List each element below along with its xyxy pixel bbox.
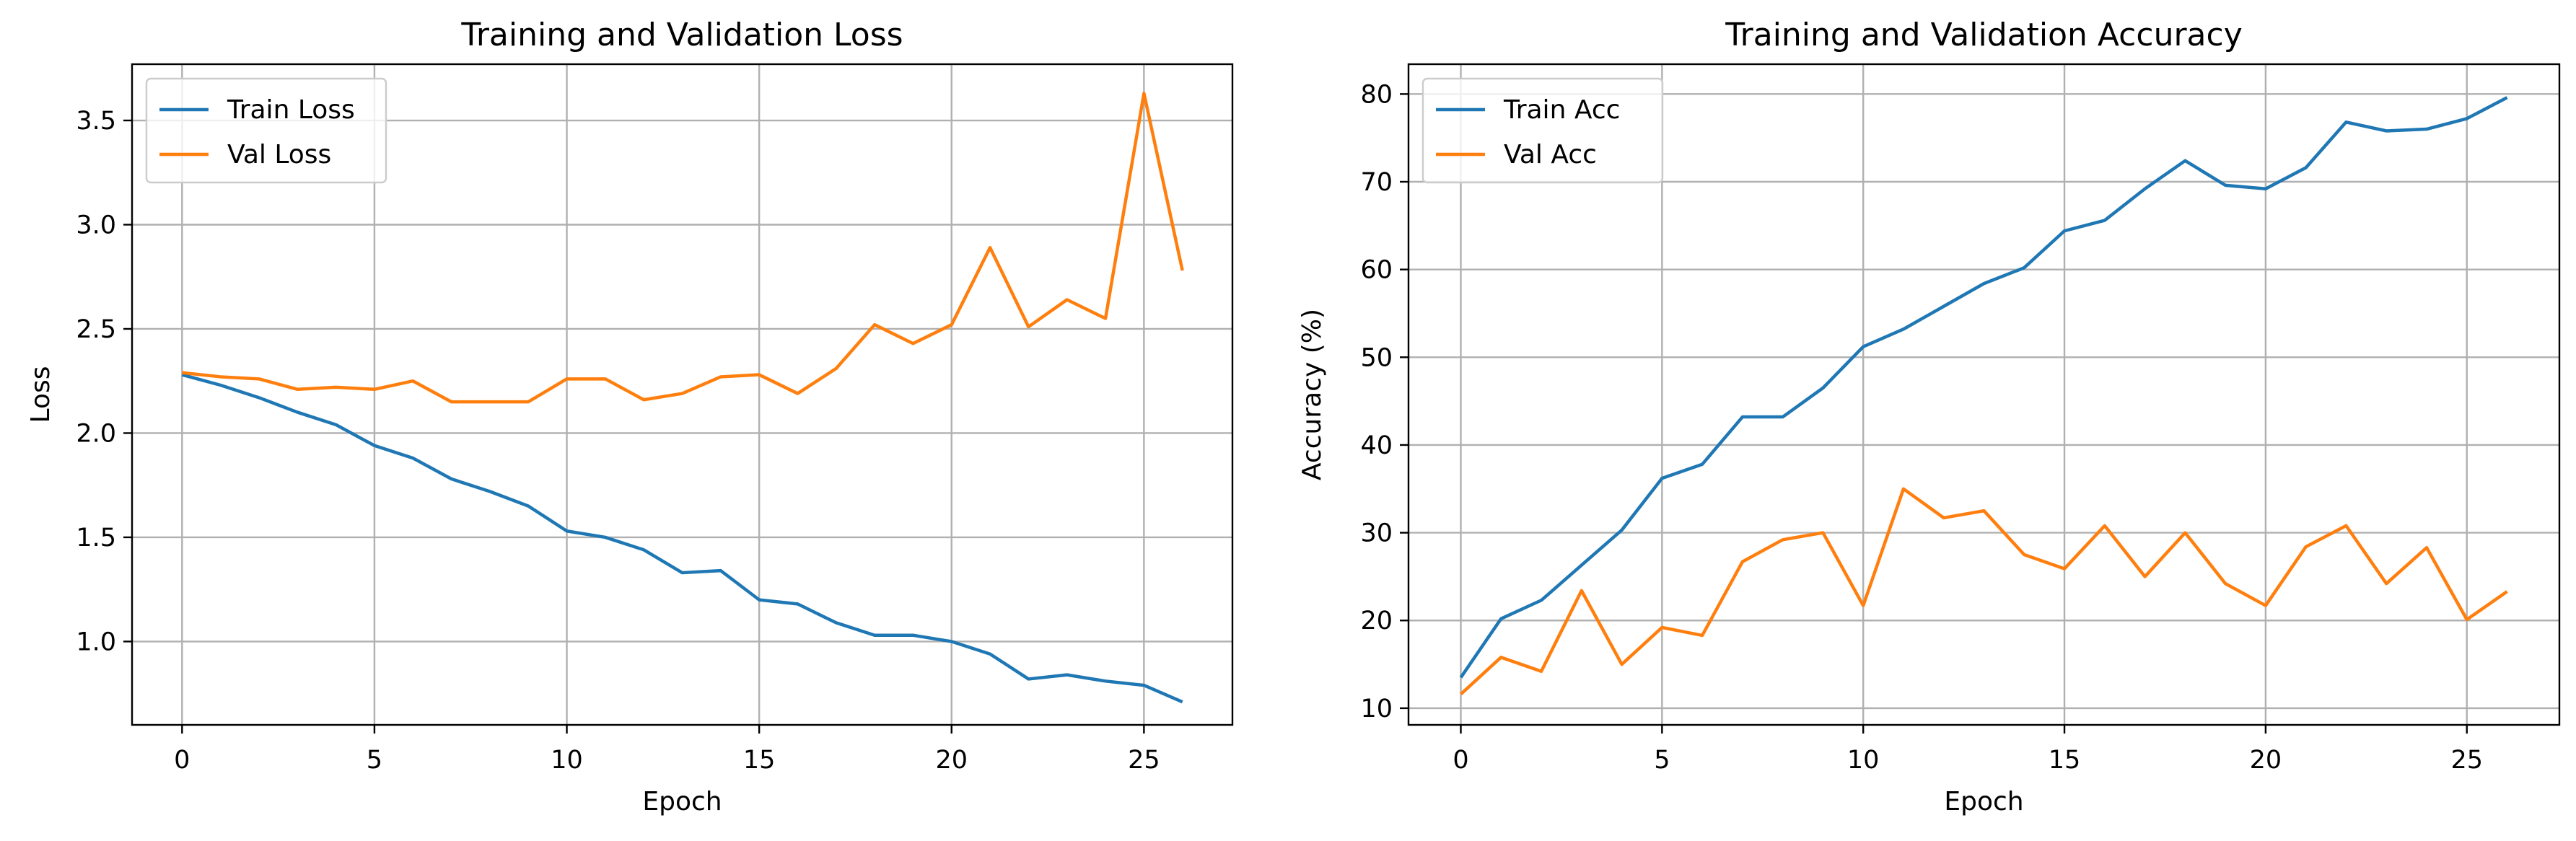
loss-chart-ytick-label: 1.0 (76, 628, 116, 656)
loss-chart-ytick-label: 3.5 (76, 107, 116, 136)
val-loss-line (182, 92, 1184, 404)
accuracy-chart-ytick-label: 80 (1360, 80, 1393, 109)
loss-chart-legend-box (145, 77, 387, 184)
legend-val-acc-label: Val Acc (1504, 140, 1597, 169)
loss-chart-ytick-label: 1.5 (76, 524, 116, 552)
accuracy-chart-xtick-label: 20 (2250, 746, 2282, 775)
train-acc-line (1459, 96, 2508, 679)
accuracy-chart-ticks: 0 5 10 15 20 25 10 20 30 40 50 60 70 80 (1360, 80, 2483, 775)
loss-chart-xtick-label: 5 (367, 746, 382, 775)
legend-val-loss-label: Val Loss (227, 140, 331, 169)
loss-chart-ytick-label: 2.5 (76, 315, 116, 344)
train-loss-line (181, 373, 1183, 704)
loss-chart-ytick-label: 2.0 (76, 419, 116, 448)
accuracy-chart-frame (1407, 63, 2561, 726)
accuracy-chart-xtick-label: 25 (2450, 746, 2483, 775)
loss-chart-title: Training and Validation Loss (460, 17, 903, 53)
accuracy-chart-xtick-label: 0 (1453, 746, 1468, 775)
loss-chart-ticks: 0 5 10 15 20 25 1.0 1.5 2.0 2.5 3.0 3.5 (76, 107, 1160, 775)
accuracy-chart-ylabel: Accuracy (%) (1297, 309, 1327, 480)
loss-chart-panel: Training and Validation Loss Epoch Loss … (26, 17, 1234, 816)
loss-chart-xtick-label: 25 (1128, 746, 1160, 775)
legend-train-acc-label: Train Acc (1503, 95, 1620, 125)
accuracy-chart-xtick-label: 10 (1847, 746, 1880, 775)
accuracy-chart-ytick-label: 20 (1360, 607, 1393, 635)
loss-chart-series (181, 92, 1184, 704)
accuracy-chart-panel: Training and Validation Accuracy Epoch A… (1297, 17, 2561, 816)
accuracy-chart-ytick-label: 50 (1360, 343, 1393, 372)
accuracy-chart-title: Training and Validation Accuracy (1725, 17, 2243, 53)
accuracy-chart-xtick-label: 5 (1654, 746, 1670, 775)
accuracy-chart-ytick-label: 70 (1360, 168, 1393, 197)
accuracy-chart-ytick-label: 10 (1360, 695, 1393, 723)
loss-chart-xtick-label: 20 (935, 746, 968, 775)
accuracy-chart-xlabel: Epoch (1944, 787, 2023, 816)
loss-chart-ytick-label: 3.0 (76, 211, 116, 239)
loss-chart-legend: Train Loss Val Loss (145, 77, 387, 184)
accuracy-chart-ytick-label: 60 (1360, 256, 1393, 285)
loss-chart-xtick-label: 0 (174, 746, 190, 775)
legend-train-loss-label: Train Loss (227, 95, 355, 125)
loss-chart-xtick-label: 10 (551, 746, 583, 775)
accuracy-chart-xtick-label: 15 (2049, 746, 2081, 775)
accuracy-chart-grid (1409, 64, 2559, 725)
accuracy-chart-series (1459, 96, 2508, 696)
accuracy-chart-ytick-label: 30 (1360, 519, 1393, 548)
accuracy-chart-ytick-label: 40 (1360, 431, 1393, 460)
loss-chart-ylabel: Loss (26, 366, 56, 423)
loss-chart-xlabel: Epoch (642, 787, 722, 816)
loss-chart-xtick-label: 15 (743, 746, 776, 775)
loss-chart-frame (131, 63, 1234, 726)
accuracy-chart-legend: Train Acc Val Acc (1421, 77, 1664, 184)
accuracy-chart-legend-box (1421, 77, 1664, 184)
val-acc-line (1459, 487, 2508, 696)
